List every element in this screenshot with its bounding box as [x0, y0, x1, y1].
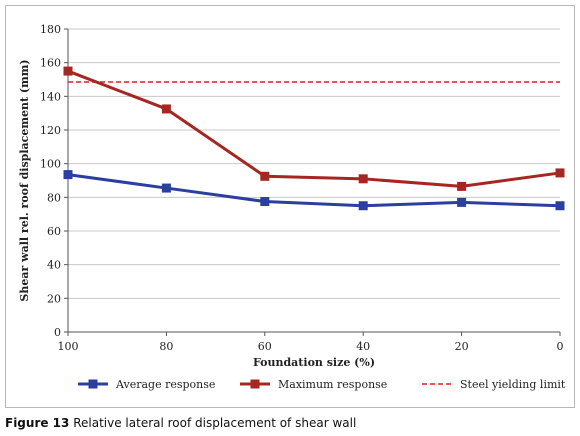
- series-0-point-20: [457, 197, 467, 207]
- y-tick-label-40: 40: [47, 259, 61, 272]
- figure-number: Figure 13: [5, 416, 70, 430]
- series-1-point-60: [260, 171, 270, 181]
- y-tick-label-180: 180: [40, 23, 61, 36]
- legend-marker-series-0: [88, 379, 98, 389]
- y-tick-label-20: 20: [47, 292, 61, 305]
- y-tick-label-60: 60: [47, 225, 61, 238]
- x-tick-label-0: 0: [557, 340, 564, 353]
- x-axis-title: Foundation size (%): [253, 356, 375, 369]
- series-0-point-40: [358, 201, 368, 211]
- figure-caption: Figure 13 Relative lateral roof displace…: [5, 416, 356, 430]
- series-1-point-20: [457, 181, 467, 191]
- legend: Average response Maximum response Steel yi…: [78, 378, 566, 391]
- series-1-point-100: [63, 66, 73, 76]
- figure-caption-text: Relative lateral roof displacement of sh…: [73, 416, 357, 430]
- axes: [64, 28, 561, 336]
- y-tick-label-160: 160: [40, 57, 61, 70]
- series-line-0: [67, 173, 561, 208]
- series-0-point-60: [260, 197, 270, 207]
- x-tick-labels: 100 80 60 40 20 0: [58, 340, 564, 353]
- data-series: [63, 66, 565, 211]
- grid-lines: [68, 28, 560, 299]
- y-tick-label-120: 120: [40, 124, 61, 137]
- series-0-point-80: [161, 183, 171, 193]
- series-0-point-0: [555, 201, 565, 211]
- legend-label-series-0: Average response: [115, 378, 215, 391]
- series-0-point-100: [63, 170, 73, 180]
- x-tick-label-40: 40: [356, 340, 370, 353]
- shear-wall-displacement-chart: 0 20 40 60 80 100 120 140 160 180 100 80 60 40 20 0 Fo…: [18, 23, 566, 391]
- series-1-point-0: [555, 168, 565, 178]
- x-tick-label-100: 100: [58, 340, 79, 353]
- legend-label-series-1: Maximum response: [278, 378, 387, 391]
- y-tick-labels: 0 20 40 60 80 100 120 140 160 180: [40, 23, 61, 339]
- y-axis-title: Shear wall rel. roof displacement (mm): [18, 59, 31, 301]
- x-tick-label-60: 60: [258, 340, 272, 353]
- y-tick-label-100: 100: [40, 158, 61, 171]
- chart-frame: 0 20 40 60 80 100 120 140 160 180 100 80 60 40 20 0 Fo…: [5, 5, 575, 408]
- y-tick-label-0: 0: [54, 326, 61, 339]
- y-tick-label-140: 140: [40, 90, 61, 103]
- series-1-point-40: [358, 174, 368, 184]
- legend-label-reference: Steel yielding limit: [460, 378, 566, 391]
- series-line-1: [67, 69, 561, 188]
- x-tick-label-80: 80: [159, 340, 173, 353]
- y-tick-label-80: 80: [47, 191, 61, 204]
- x-tick-label-20: 20: [455, 340, 469, 353]
- series-1-point-80: [161, 104, 171, 114]
- legend-marker-series-1: [250, 379, 260, 389]
